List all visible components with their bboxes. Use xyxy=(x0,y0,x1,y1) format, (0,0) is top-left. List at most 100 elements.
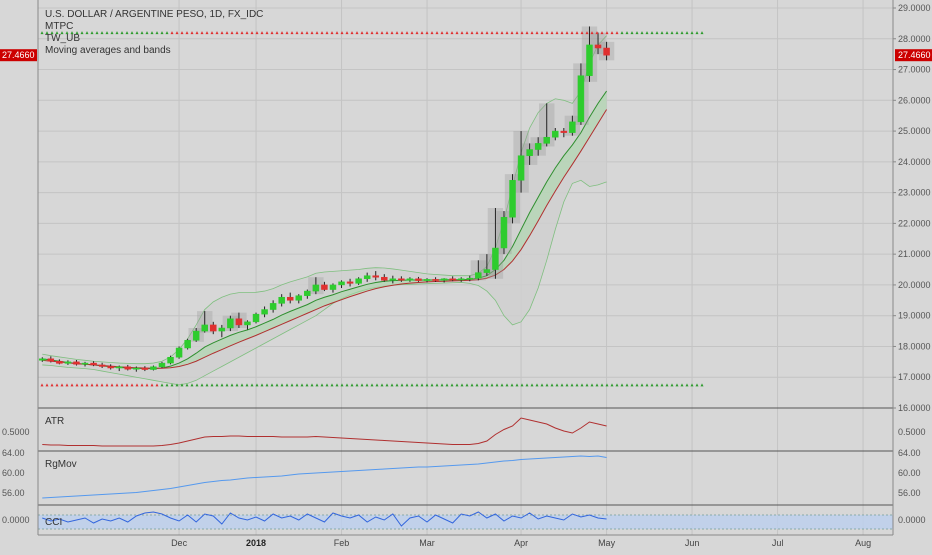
candle xyxy=(201,311,208,333)
x-tick-label: Jun xyxy=(685,538,700,548)
candle xyxy=(218,324,226,338)
upper-level-marker xyxy=(465,31,469,35)
candle-body xyxy=(115,366,123,369)
candle-body xyxy=(577,75,585,123)
candle-body xyxy=(167,356,174,364)
upper-level-marker xyxy=(505,31,509,35)
upper-level-marker xyxy=(485,31,489,35)
candle-body xyxy=(201,324,208,332)
candle-body xyxy=(261,309,268,315)
x-tick-label: 2018 xyxy=(246,538,266,548)
y-tick-label: 28.0000 xyxy=(898,34,931,44)
upper-level-marker xyxy=(55,31,59,35)
candle-body xyxy=(543,136,550,144)
upper-level-marker xyxy=(460,31,464,35)
candle xyxy=(509,174,516,224)
lower-level-marker xyxy=(330,383,334,387)
lower-level-marker xyxy=(45,383,49,387)
candle-body xyxy=(355,278,362,284)
lower-level-marker xyxy=(165,383,169,387)
lower-level-marker xyxy=(425,383,429,387)
candle-body xyxy=(81,362,89,365)
lower-level-marker xyxy=(530,383,534,387)
upper-level-marker xyxy=(230,31,234,35)
candle xyxy=(124,364,132,371)
main-price-pane xyxy=(39,26,704,387)
upper-level-marker xyxy=(455,31,459,35)
upper-level-marker xyxy=(570,31,574,35)
upper-level-marker xyxy=(355,31,359,35)
lower-level-marker xyxy=(600,383,604,387)
lower-level-marker xyxy=(670,383,674,387)
candle xyxy=(47,356,55,363)
upper-level-marker xyxy=(305,31,309,35)
candle xyxy=(603,41,610,61)
upper-level-marker xyxy=(470,31,474,35)
upper-level-marker xyxy=(595,31,599,35)
upper-level-marker xyxy=(510,31,514,35)
candle xyxy=(440,278,448,283)
candle-body xyxy=(295,295,303,301)
upper-level-marker xyxy=(515,31,519,35)
upper-level-marker xyxy=(545,31,549,35)
last-price-tag xyxy=(895,49,932,62)
x-tick-label: May xyxy=(598,538,616,548)
candle-body xyxy=(269,303,277,310)
cci-pane: CCI xyxy=(38,511,893,530)
lower-level-marker xyxy=(240,383,244,387)
candle xyxy=(457,277,465,282)
upper-level-marker xyxy=(340,31,344,35)
lower-level-marker xyxy=(470,383,474,387)
upper-level-marker xyxy=(310,31,314,35)
upper-level-marker xyxy=(495,31,499,35)
candle-body xyxy=(90,362,97,366)
candle-body xyxy=(56,360,63,364)
candle xyxy=(389,275,397,284)
upper-level-marker xyxy=(285,31,289,35)
lower-level-marker xyxy=(385,383,389,387)
candle xyxy=(560,128,568,138)
candle xyxy=(210,321,217,335)
lower-level-marker xyxy=(160,383,164,387)
candle xyxy=(295,294,303,304)
candle-body xyxy=(175,347,183,358)
candle xyxy=(475,260,482,281)
upper-level-marker xyxy=(120,31,124,35)
lower-level-marker xyxy=(485,383,489,387)
rgmov-y-tick-right: 60.00 xyxy=(898,468,921,478)
candle xyxy=(252,312,260,324)
lower-level-marker xyxy=(220,383,224,387)
lower-level-marker xyxy=(100,383,104,387)
lower-level-marker xyxy=(150,383,154,387)
upper-level-marker xyxy=(220,31,224,35)
lower-level-marker xyxy=(215,383,219,387)
lower-level-marker xyxy=(605,383,609,387)
atr-label: ATR xyxy=(45,416,64,427)
lower-level-marker xyxy=(175,383,179,387)
lower-level-marker xyxy=(480,383,484,387)
candle-body xyxy=(278,296,285,304)
upper-level-marker xyxy=(425,31,429,35)
upper-level-marker xyxy=(365,31,369,35)
candle-body xyxy=(235,318,243,326)
rgmov-label: RgMov xyxy=(45,459,77,470)
atr-line xyxy=(42,417,607,447)
lower-level-marker xyxy=(110,383,114,387)
candle-body xyxy=(586,44,593,76)
lower-level-marker xyxy=(525,383,529,387)
lower-level-marker xyxy=(535,383,539,387)
candle-body xyxy=(39,358,46,361)
lower-level-marker xyxy=(70,383,74,387)
upper-level-marker xyxy=(75,31,79,35)
candle-body xyxy=(406,278,414,281)
upper-level-marker xyxy=(70,31,74,35)
lower-level-marker xyxy=(95,383,99,387)
candle xyxy=(115,365,123,372)
candle xyxy=(81,361,89,367)
lower-level-marker xyxy=(595,383,599,387)
lower-level-marker xyxy=(620,383,624,387)
x-tick-label: Aug xyxy=(855,538,871,548)
upper-level-marker xyxy=(270,31,274,35)
